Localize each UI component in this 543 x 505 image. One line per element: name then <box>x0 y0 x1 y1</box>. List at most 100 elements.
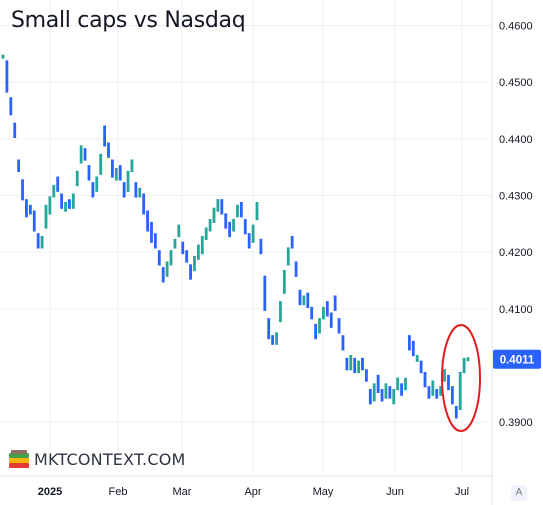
price-bar <box>259 238 263 255</box>
price-bar <box>314 323 318 340</box>
price-bar <box>333 295 337 311</box>
price-bar <box>290 236 294 249</box>
auto-scale-button[interactable]: A <box>511 485 527 501</box>
price-bar <box>255 202 259 221</box>
price-bar <box>64 202 67 212</box>
price-bar <box>130 159 134 172</box>
price-bar <box>411 340 415 357</box>
price-bar <box>376 374 380 393</box>
price-bar <box>392 389 396 405</box>
chart-title: Small caps vs Nasdaq <box>11 8 246 33</box>
price-bar <box>165 261 169 277</box>
price-bar <box>310 306 314 320</box>
price-bar <box>146 210 149 232</box>
x-tick-label: Jul <box>455 486 469 498</box>
price-bar <box>13 122 17 138</box>
price-bar <box>75 170 79 187</box>
price-bar <box>193 255 196 272</box>
y-tick-label: 0.4200 <box>499 247 533 259</box>
price-axis[interactable]: 0.4600 0.4500 0.4400 0.4300 0.4200 0.4100 0.39… <box>499 21 533 430</box>
price-bar <box>122 182 126 198</box>
price-bar <box>142 193 146 215</box>
price-bar <box>384 383 388 399</box>
stack-logo-icon <box>9 450 29 468</box>
price-bar <box>9 97 13 116</box>
price-bar <box>407 335 411 351</box>
price-bar <box>247 233 251 249</box>
price-bar <box>400 383 403 396</box>
price-bar <box>212 207 216 223</box>
price-bar <box>419 360 423 374</box>
price-bar <box>228 221 232 238</box>
price-bar <box>462 357 466 374</box>
price-bar <box>118 165 122 181</box>
price-bar <box>298 289 302 306</box>
price-bar <box>318 318 321 334</box>
price-bar <box>216 199 220 212</box>
price-bar <box>439 386 443 396</box>
price-bar <box>263 275 267 311</box>
price-bar <box>111 159 114 178</box>
price-bar <box>181 241 185 255</box>
price-bar <box>224 213 228 229</box>
price-bar <box>40 236 44 249</box>
price-bar <box>107 142 110 158</box>
time-axis[interactable]: 2025 Feb Mar Apr May Jun Jul <box>38 486 469 498</box>
last-price-label: 0.4011 <box>493 349 541 369</box>
price-bar <box>138 187 142 198</box>
price-bar <box>454 406 458 419</box>
price-bar <box>431 380 435 396</box>
price-bar <box>60 193 64 209</box>
price-bar <box>208 219 212 232</box>
price-bar <box>353 357 357 374</box>
price-bar <box>427 386 431 399</box>
price-bar <box>329 312 333 328</box>
price-bar <box>282 270 286 294</box>
price-bar <box>380 389 384 402</box>
price-bar <box>236 204 239 218</box>
price-bar <box>32 210 36 232</box>
price-bar <box>157 250 161 266</box>
price-bar <box>220 199 224 215</box>
price-bar <box>189 264 192 280</box>
price-bar <box>21 179 24 201</box>
price-bar <box>71 193 75 209</box>
price-bar <box>450 386 454 405</box>
y-tick-label: 0.4500 <box>499 77 533 89</box>
price-bar <box>177 224 181 238</box>
watermark-text: MKTCONTEXT.COM <box>34 449 186 469</box>
price-bar <box>325 301 329 317</box>
watermark: MKTCONTEXT.COM <box>8 447 186 471</box>
price-bar <box>114 168 118 181</box>
price-bar <box>48 196 52 215</box>
price-bar <box>368 389 372 405</box>
y-tick-label: 0.4300 <box>499 191 533 203</box>
x-tick-label: 2025 <box>38 486 62 498</box>
price-bar <box>251 224 255 243</box>
price-bar <box>99 153 103 175</box>
y-tick-label: 0.4400 <box>499 134 533 146</box>
price-bar <box>232 219 235 232</box>
price-bar <box>56 176 60 192</box>
grid-lines <box>0 0 492 476</box>
price-bar <box>204 227 208 240</box>
y-tick-label: 0.4600 <box>499 21 533 33</box>
x-tick-label: Apr <box>244 486 261 498</box>
price-bar <box>52 185 56 198</box>
price-bar <box>87 165 91 181</box>
price-bar <box>458 372 462 410</box>
price-bar <box>357 360 360 374</box>
price-bar <box>349 355 353 371</box>
price-bar <box>341 335 345 351</box>
price-bar <box>415 355 419 362</box>
price-bar <box>95 176 99 192</box>
price-bar <box>200 236 204 255</box>
price-bar <box>447 374 450 391</box>
price-bar <box>267 318 271 340</box>
price-bar <box>79 145 83 164</box>
price-bar <box>271 335 275 345</box>
price-bar <box>423 372 427 388</box>
y-tick-label: 0.3900 <box>499 417 533 429</box>
price-bar <box>83 148 87 161</box>
y-tick-label: 0.4100 <box>499 304 533 316</box>
